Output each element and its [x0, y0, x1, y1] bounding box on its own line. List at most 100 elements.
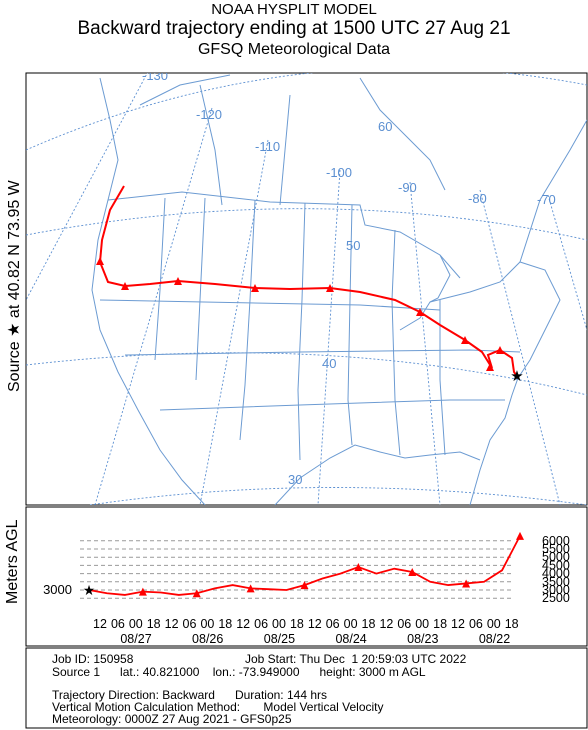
height-tick-label: 3000: [542, 583, 570, 597]
map-graticule: [26, 73, 587, 505]
marker: [486, 363, 494, 371]
hour-tick-label: 06: [111, 617, 125, 631]
source-star-icon: ★: [510, 368, 523, 385]
lon-label: -70: [537, 192, 556, 207]
lon-label: -110: [255, 139, 280, 154]
lat-label: 40: [322, 356, 336, 371]
state-border-7: [439, 300, 446, 456]
height-marker: [192, 589, 201, 598]
state-border-5: [347, 204, 353, 446]
height-marker: [246, 584, 255, 593]
parallel-60: [26, 73, 587, 151]
meridian-130: [26, 73, 148, 301]
hour-tick-label: 12: [379, 617, 393, 631]
date-tick-label: 08/22: [479, 632, 510, 646]
hour-tick-label: 18: [147, 617, 161, 631]
hour-tick-label: 00: [129, 617, 143, 631]
great-lakes-shore: [399, 254, 451, 331]
date-tick-label: 08/26: [192, 632, 223, 646]
marker: [461, 336, 469, 344]
lon-label: -100: [326, 165, 352, 180]
time-axis-labels: 12 06 00 18 12 06 00 18 12 06 00 18 12 06 00 18 12 06 00 18…: [93, 617, 519, 646]
meteorology-info: Meteorology: 0000Z 27 Aug 2021 - GFS0p25: [52, 712, 292, 726]
alaska-coast: [139, 74, 231, 106]
map-panel: ★ -130 -120 -110 -100 -90 -80 -70 60 50 …: [26, 68, 587, 505]
state-border-3: [239, 199, 256, 441]
lat-label: 60: [378, 119, 392, 134]
canada-east-coast: [519, 119, 587, 263]
marker: [496, 346, 504, 354]
meridian-70: [547, 194, 587, 331]
hour-tick-label: 00: [487, 617, 501, 631]
hour-tick-label: 00: [415, 617, 429, 631]
map-boundaries: [91, 74, 587, 505]
hour-tick-label: 00: [344, 617, 358, 631]
start-height-label: 3000: [43, 582, 72, 597]
height-tick-label: 3500: [542, 575, 570, 589]
hour-tick-label: 06: [397, 617, 411, 631]
info-frame: [25, 647, 588, 729]
state-border-h1: [99, 299, 441, 311]
hour-tick-label: 06: [469, 617, 483, 631]
height-marker: [138, 587, 147, 596]
height-marker: [462, 579, 471, 588]
hour-tick-label: 12: [93, 617, 107, 631]
model-title: NOAA HYSPLIT MODEL: [211, 1, 377, 18]
canada-us-border: [107, 191, 461, 279]
vertical-motion: Vertical Motion Calculation Method: Mode…: [52, 700, 384, 714]
province-border-ab: [279, 94, 291, 206]
hour-tick-label: 06: [254, 617, 268, 631]
hudson-bay-coast: [359, 77, 446, 191]
hour-tick-label: 18: [362, 617, 376, 631]
job-id: Job ID: 150958: [52, 652, 134, 666]
trajectory-title: Backward trajectory ending at 1500 UTC 2…: [77, 18, 511, 39]
parallel-40: [26, 352, 587, 396]
state-border-4: [297, 202, 306, 461]
hour-tick-label: 06: [183, 617, 197, 631]
map-frame: [25, 72, 588, 506]
parallel-50: [26, 208, 587, 241]
height-marker: [408, 567, 417, 576]
lat-label: 50: [346, 238, 360, 253]
hour-tick-label: 00: [272, 617, 286, 631]
lon-label: -130: [142, 68, 168, 83]
marker: [416, 308, 424, 316]
lon-label: -90: [398, 180, 417, 195]
hour-tick-label: 12: [236, 617, 250, 631]
job-start: Job Start: Thu Dec 1 20:59:03 UTC 2022: [245, 652, 467, 666]
lon-label: -80: [468, 191, 487, 206]
state-border-1: [154, 197, 166, 361]
meridian-80: [479, 189, 561, 505]
meridian-120: [94, 107, 213, 505]
hour-tick-label: 18: [433, 617, 447, 631]
hour-tick-label: 18: [218, 617, 232, 631]
trajectory-direction: Trajectory Direction: Backward Duration:…: [52, 688, 327, 702]
hour-tick-label: 18: [290, 617, 304, 631]
hour-tick-label: 12: [165, 617, 179, 631]
atlantic-coastline: [429, 261, 561, 505]
date-tick-label: 08/23: [407, 632, 438, 646]
marker: [121, 282, 129, 290]
source-info: Source 1 lat.: 40.821000 lon.: -73.94900…: [52, 665, 426, 679]
height-tick-label: 4500: [542, 558, 570, 572]
hour-tick-label: 12: [308, 617, 322, 631]
height-chart-frame: [25, 506, 588, 647]
start-star-icon: ★: [83, 582, 96, 598]
marker: [326, 284, 334, 292]
marker: [251, 284, 259, 292]
height-tick-label: 2500: [542, 591, 570, 605]
height-tick-label: 5000: [542, 550, 570, 564]
parallel-30: [89, 487, 587, 505]
trajectory-markers: [96, 257, 504, 371]
state-border-h3: [159, 399, 505, 411]
state-border-h2: [124, 349, 521, 356]
province-border-bc: [199, 84, 223, 206]
pacific-coastline: [91, 77, 206, 505]
date-tick-label: 08/24: [335, 632, 366, 646]
height-tick-label: 5500: [542, 542, 570, 556]
graticule-labels: -130 -120 -110 -100 -90 -80 -70 60 50 40…: [142, 68, 556, 487]
lon-label: -120: [196, 107, 222, 122]
lat-label: 30: [288, 472, 302, 487]
